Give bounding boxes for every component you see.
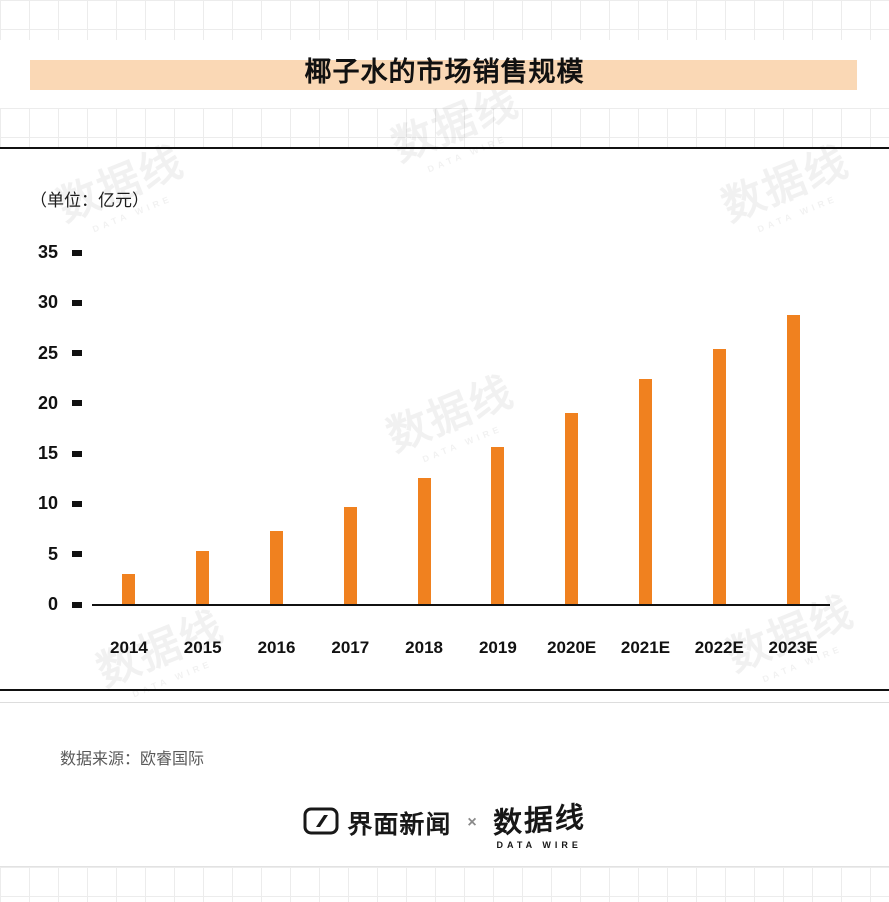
y-tick-label: 35 [37, 242, 58, 262]
unit-label: （单位：亿元） [30, 191, 149, 210]
top-grid-band [0, 0, 889, 40]
data-source: 数据来源：欧睿国际 [60, 751, 205, 768]
bar-2018 [417, 478, 431, 604]
y-tick-marker [72, 500, 82, 507]
y-tick-35: 35 [38, 242, 82, 263]
bottom-rule [0, 689, 889, 691]
x-axis-label-2021E: 2021E [620, 638, 671, 657]
y-tick-label: 10 [37, 493, 58, 514]
page-title: 椰子水的市场销售规模 [304, 57, 585, 87]
bar-slot-2015 [166, 252, 240, 604]
bar-2021E [638, 378, 652, 604]
bar-slot-2021E [609, 252, 683, 604]
x-axis-label-2020E: 2020E [547, 638, 597, 657]
footer-logos: 界面新闻 × 数据线 DATA WIRE [0, 793, 889, 853]
y-tick-20: 20 [38, 393, 82, 414]
top-rule [0, 147, 889, 149]
y-tick-marker [72, 450, 82, 457]
bar-slot-2014 [92, 252, 166, 604]
bar-2022E [712, 348, 726, 604]
bar-2016 [269, 530, 283, 604]
x-axis-label-2015: 2015 [183, 638, 222, 657]
bar-slot-2019 [461, 252, 535, 604]
bar-2019 [491, 447, 505, 604]
bar-slot-2023E [756, 252, 830, 604]
x-axis-label-2016: 2016 [257, 638, 296, 657]
x-axis-label-2022E: 2022E [694, 638, 744, 657]
bar-slot-2018 [387, 252, 461, 604]
bottom-grid-band [0, 866, 889, 902]
bar-slot-2016 [240, 252, 314, 604]
y-tick-marker [72, 299, 82, 306]
y-tick-marker [72, 350, 82, 357]
y-tick-30: 30 [38, 292, 82, 313]
y-tick-label: 0 [47, 594, 58, 614]
y-tick-label: 15 [37, 443, 58, 464]
jiemian-logo: 界面新闻 [303, 805, 451, 841]
y-tick-label: 20 [37, 392, 58, 413]
bar-slot-2020E [535, 252, 609, 604]
jiemian-logo-text: 界面新闻 [347, 811, 452, 839]
x-axis-label-2023E: 2023E [768, 638, 818, 657]
x-axis-label-2014: 2014 [109, 638, 148, 657]
y-tick-marker [72, 601, 82, 608]
bar-series [92, 252, 830, 604]
y-tick-10: 10 [38, 493, 82, 514]
x-axis-label-2017: 2017 [331, 638, 370, 657]
y-axis: 0 5 10 15 20 25 30 35 [38, 242, 830, 614]
plot-area: 0 5 10 15 20 25 30 35 [38, 242, 830, 614]
x-axis-labels: 2014 2015 2016 2017 2018 2019 2020E 2021E 2022E 2… [92, 638, 830, 658]
x-axis-label-2019: 2019 [478, 638, 517, 657]
y-tick-0: 0 [48, 594, 82, 615]
bar-2014 [122, 573, 136, 604]
title-row: 椰子水的市场销售规模 [0, 50, 889, 94]
bar-slot-2017 [313, 252, 387, 604]
datawire-logo-text: 数据线 [492, 801, 586, 840]
datawire-logo: 数据线 DATA WIRE [493, 797, 586, 850]
y-tick-15: 15 [38, 443, 82, 464]
bar-slot-2022E [682, 252, 756, 604]
y-tick-25: 25 [38, 343, 82, 364]
datawire-logo-subtext: DATA WIRE [496, 839, 582, 850]
bar-2020E [565, 412, 579, 604]
logo-separator: × [467, 814, 477, 831]
jiemian-logo-icon [303, 807, 339, 840]
y-tick-label: 30 [37, 292, 58, 313]
x-axis-label-2018: 2018 [405, 638, 443, 657]
y-tick-marker [72, 400, 82, 407]
bar-2023E [786, 315, 800, 604]
y-tick-5: 5 [48, 544, 82, 565]
y-tick-label: 5 [47, 543, 58, 564]
bar-2015 [196, 550, 210, 604]
y-tick-marker [72, 551, 82, 558]
upper-grid-band [0, 108, 889, 147]
y-tick-marker [72, 249, 82, 256]
bar-2017 [343, 507, 357, 604]
title-highlight-band [30, 60, 857, 90]
thin-gray-rule [0, 702, 889, 703]
y-tick-label: 25 [37, 342, 58, 363]
